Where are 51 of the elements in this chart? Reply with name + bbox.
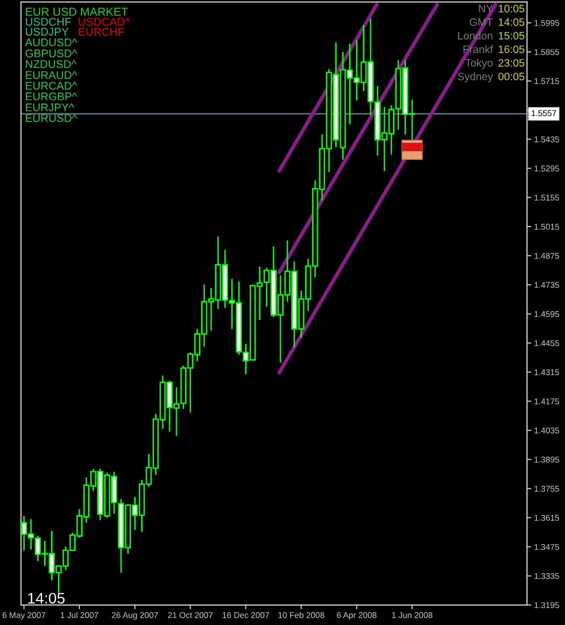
- annotation: AUDUSD^: [25, 38, 78, 46]
- annotation: EURCHF: [78, 28, 124, 36]
- annotation: 15:05: [498, 32, 524, 40]
- y-tick-label: 1.3755: [534, 486, 560, 492]
- x-tick-label: 21 Oct 2007: [168, 612, 213, 618]
- y-tick-label: 1.3615: [534, 514, 560, 521]
- annotation: 23:05: [498, 59, 524, 67]
- y-tick-label: 1.3895: [534, 456, 560, 463]
- annotation: 14:05: [498, 18, 524, 26]
- y-tick-label: 1.4035: [534, 428, 560, 434]
- y-tick-label: 1.4175: [534, 398, 560, 404]
- y-tick-label: 1.5435: [534, 136, 560, 142]
- x-tick-label: 16 Dec 2007: [222, 612, 269, 618]
- annotation: 00:05: [498, 72, 524, 80]
- y-tick-label: 1.3195: [534, 602, 560, 608]
- y-tick-label: 1.4875: [534, 252, 560, 259]
- y-tick-label: 1.3475: [534, 544, 560, 550]
- y-tick-label: 1.4455: [534, 340, 560, 346]
- x-tick-label: 26 Aug 2007: [112, 612, 158, 620]
- annotation: EURCAD^: [26, 82, 78, 90]
- annotation: 16:05: [498, 46, 524, 54]
- x-tick-label: 6 Apr 2008: [336, 612, 376, 620]
- annotation: NZDUSD^: [26, 60, 76, 68]
- y-tick-label: 1.5015: [534, 224, 560, 230]
- x-tick-label: 10 Feb 2008: [278, 612, 324, 618]
- annotation: EURGBP^: [26, 92, 78, 100]
- y-tick-label: 1.5995: [534, 20, 560, 26]
- annotation: 10:05: [498, 4, 524, 12]
- annotation: 14:05: [28, 592, 65, 604]
- y-tick-label: 1.5855: [534, 49, 560, 56]
- annotation: EUR USD MARKET: [26, 8, 128, 16]
- annotation: USDJPY: [26, 28, 69, 36]
- x-tick-label: 1 Jul 2007: [60, 612, 98, 618]
- y-tick-label: 1.4315: [534, 369, 560, 376]
- y-tick-label: 1.4735: [534, 282, 560, 288]
- y-tick-label: 1.3335: [534, 573, 560, 579]
- ref-line-label: 1.5557: [532, 110, 556, 116]
- x-tick-label: 1 Jun 2008: [392, 612, 432, 618]
- annotation: USDCAD^: [78, 18, 130, 26]
- y-tick-label: 1.5715: [534, 78, 560, 84]
- annotation: Tokyo: [465, 58, 493, 69]
- y-tick-label: 1.4595: [534, 311, 560, 317]
- x-tick-label: 6 May 2007: [2, 612, 46, 620]
- y-tick-label: 1.5295: [534, 166, 560, 172]
- annotation: EURAUD^: [26, 71, 78, 79]
- annotation: EURJPY^: [26, 104, 74, 112]
- annotation: USDCHF: [26, 18, 71, 26]
- y-tick-label: 1.5155: [534, 194, 560, 201]
- annotation: EURUSD^: [26, 114, 78, 122]
- annotation: GBPUSD^: [26, 49, 78, 58]
- annotation: Sydney: [458, 72, 493, 82]
